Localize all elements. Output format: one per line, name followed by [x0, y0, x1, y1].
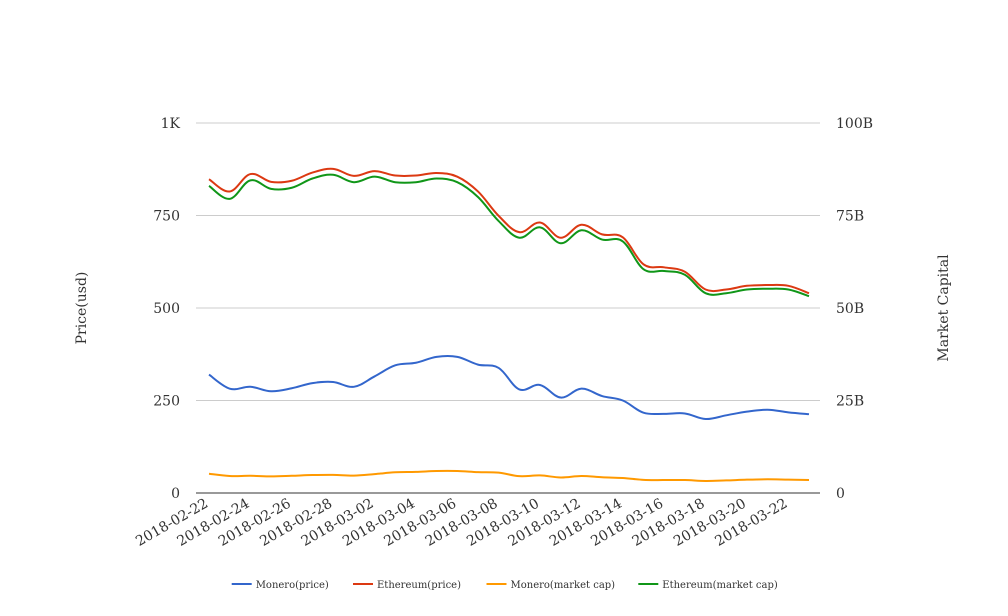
legend-label-ethereum-market-cap: Ethereum(market cap)	[662, 580, 778, 591]
series-line-ethereum-market-cap	[208, 173, 810, 298]
left-axis: 0 250 500 750 1K	[153, 116, 180, 502]
left-tick-label: 1K	[161, 116, 181, 132]
right-tick-label: 75B	[836, 209, 864, 225]
left-tick-label: 750	[153, 209, 180, 225]
series-line-monero-price	[208, 354, 810, 421]
left-tick-label: 250	[153, 394, 180, 410]
left-tick-label: 500	[153, 301, 180, 317]
legend-label-monero-price: Monero(price)	[256, 580, 329, 591]
series-line-ethereum-price	[208, 167, 810, 295]
right-tick-label: 50B	[836, 301, 864, 317]
grid	[196, 122, 820, 494]
legend-label-ethereum-price: Ethereum(price)	[377, 580, 461, 591]
legend: Monero(price) Ethereum(price) Monero(marke…	[231, 580, 778, 591]
right-axis: 0 25B 50B 75B 100B	[836, 116, 873, 502]
left-axis-title: Price(usd)	[74, 272, 90, 345]
x-axis: 2018-02-222018-02-242018-02-262018-02-28…	[133, 496, 790, 550]
right-axis-title: Market Capital	[936, 254, 952, 362]
right-tick-label: 25B	[836, 394, 864, 410]
right-tick-label: 100B	[836, 116, 873, 132]
legend-label-monero-market-cap: Monero(market cap)	[511, 580, 616, 591]
series-line-monero-market-cap	[208, 469, 810, 482]
left-tick-label: 0	[171, 486, 180, 502]
right-tick-label: 0	[836, 486, 845, 502]
series-lines	[208, 167, 810, 482]
